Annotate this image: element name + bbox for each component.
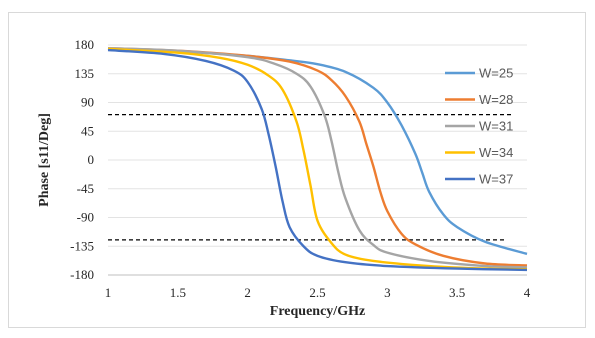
y-tick-label: 90	[81, 95, 94, 110]
x-tick-label: 3	[384, 285, 391, 300]
y-tick-label: 180	[75, 37, 95, 52]
legend-label: W=34	[479, 145, 513, 160]
y-tick-label: -45	[77, 181, 94, 196]
x-tick-label: 2.5	[309, 285, 325, 300]
x-tick-label: 4	[524, 285, 531, 300]
x-tick-label: 2	[244, 285, 251, 300]
x-tick-label: 1.5	[170, 285, 186, 300]
series-line-w-31	[107, 46, 528, 269]
y-tick-label: -135	[70, 238, 94, 253]
series-line-w-34	[107, 47, 528, 271]
y-tick-label: 0	[88, 152, 95, 167]
legend-label: W=25	[479, 66, 513, 81]
y-tick-label: -180	[70, 267, 94, 282]
legend-label: W=28	[479, 92, 513, 107]
series-line-w-37	[107, 48, 528, 272]
x-axis-title: Frequency/GHz	[270, 304, 365, 319]
legend-label: W=31	[479, 119, 513, 134]
y-tick-label: 45	[81, 123, 94, 138]
y-tick-label: 135	[75, 66, 95, 81]
series-line-w-28	[107, 46, 528, 267]
y-axis-title: Phase [s11/Deg]	[37, 113, 52, 207]
y-tick-label: -90	[77, 210, 94, 225]
x-tick-label: 3.5	[449, 285, 465, 300]
legend-label: W=37	[479, 172, 513, 187]
x-tick-label: 1	[105, 285, 112, 300]
